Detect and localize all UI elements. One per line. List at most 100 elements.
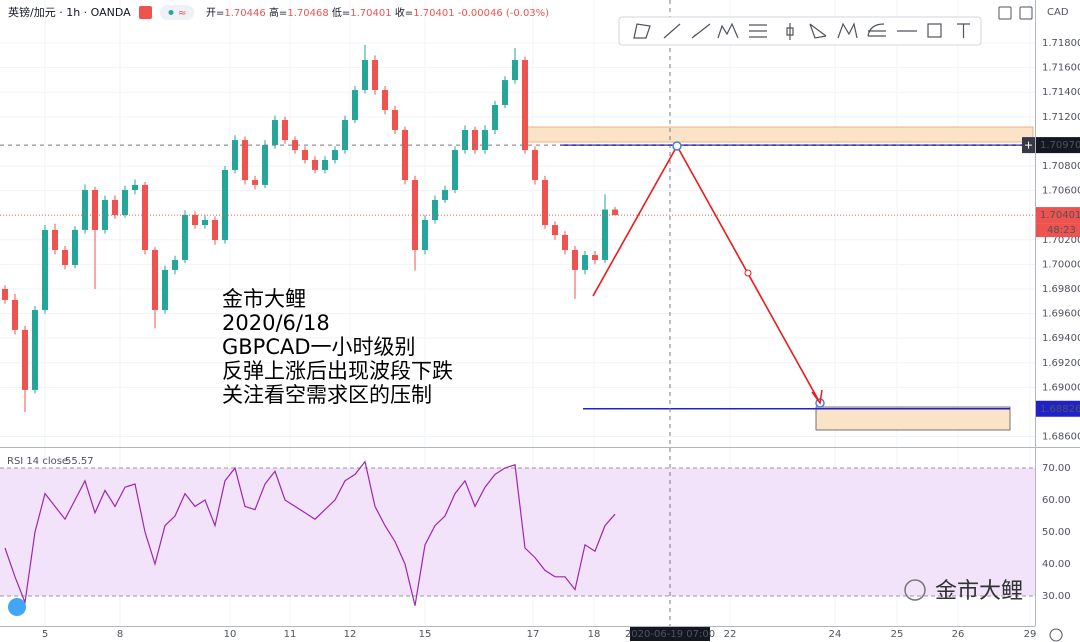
y-tick-label: 1.69800 [1042, 284, 1080, 295]
candle-body [592, 255, 598, 260]
last-price-label: 1.70401 [1040, 210, 1080, 221]
rsi-tick-label: 40.00 [1042, 559, 1071, 570]
candle-body [222, 169, 228, 241]
tool-icon[interactable] [717, 22, 739, 39]
candle-body [232, 140, 238, 170]
countdown: 48:23 [1047, 225, 1076, 236]
tool-icon[interactable] [633, 23, 651, 39]
candle-body [572, 250, 578, 270]
window-button[interactable] [1019, 6, 1033, 20]
candle-body [212, 219, 218, 241]
candle-body [262, 144, 268, 185]
tool-icon[interactable] [837, 22, 858, 39]
candle-body [282, 120, 288, 141]
candle-body [462, 129, 468, 151]
supply-zone [526, 126, 1034, 143]
annotation-line: 2020/6/18 [222, 311, 330, 335]
candle-body [22, 329, 28, 390]
candle-body [422, 219, 428, 251]
x-tick-label: 8 [117, 629, 123, 640]
candle-body [492, 105, 498, 130]
tool-icon[interactable] [786, 23, 794, 40]
candle-body [42, 229, 48, 311]
price-level-label: 1.70970 [1040, 140, 1080, 151]
candle-body [152, 250, 158, 311]
candle-body [252, 180, 258, 185]
x-tick-label: 22 [724, 629, 737, 640]
candle-body [482, 129, 488, 151]
status-icon: ≈ [178, 8, 186, 19]
flag-icon [139, 6, 152, 19]
window-button[interactable] [998, 6, 1012, 20]
candle-body [62, 250, 68, 266]
x-tick-label: 25 [891, 629, 904, 640]
candle-body [342, 120, 348, 151]
x-tick-label: 29 [1024, 629, 1037, 640]
settings-icon[interactable] [1049, 628, 1063, 642]
candle-body [602, 209, 608, 260]
open: 1.70446 [224, 8, 265, 19]
plus-icon [1025, 141, 1032, 149]
tool-icon[interactable] [809, 23, 827, 39]
candle-body [542, 180, 548, 226]
candle-body [272, 120, 278, 145]
tool-icon[interactable] [663, 23, 681, 39]
candle-body [512, 60, 518, 81]
rsi-value: 55.57 [65, 456, 94, 467]
candle-body [292, 140, 298, 151]
watermark: 金市大鲤 [904, 579, 1023, 604]
annotation-line: 关注看空需求区的压制 [222, 383, 432, 407]
x-tick-label: 11 [284, 629, 297, 640]
annotation-line: 金市大鲤 [222, 287, 306, 311]
x-tick-label: 26 [952, 629, 965, 640]
y-tick-label: 1.69400 [1042, 333, 1080, 344]
symbol: 英镑/加元 · 1h · OANDA [8, 5, 131, 19]
candle-body [162, 269, 168, 311]
x-tick-label: 18 [588, 629, 601, 640]
candle-body [82, 189, 88, 230]
rsi-line [4, 460, 616, 606]
candle-body [202, 219, 208, 226]
x-tick-label: 15 [419, 629, 432, 640]
candle-body [12, 299, 18, 330]
last-price-box [1036, 207, 1080, 224]
candle-body [182, 214, 188, 260]
y-tick-label: 1.71800 [1042, 38, 1080, 49]
candle-body [532, 150, 538, 181]
candle-body [382, 90, 388, 111]
annotation-line: GBPCAD一小时级别 [222, 335, 416, 359]
candle-body [552, 225, 558, 235]
candle-body [612, 209, 618, 216]
tool-icon[interactable] [749, 24, 767, 38]
price-level-box [1036, 400, 1080, 417]
candle-body [442, 189, 448, 200]
low-label: 低= [332, 6, 350, 19]
rsi-tick-label: 70.00 [1042, 463, 1071, 474]
currency: CAD [1047, 7, 1069, 18]
candle-body [352, 90, 358, 121]
tool-icon[interactable] [927, 23, 942, 38]
watermark-icon [904, 579, 926, 601]
high-label: 高= [269, 6, 287, 19]
rsi-tick-label: 60.00 [1042, 495, 1071, 506]
change: -0.00046 (-0.03%) [458, 8, 549, 19]
tool-icon[interactable] [691, 23, 711, 39]
y-tick-label: 1.70800 [1042, 161, 1080, 172]
candle-body [322, 159, 328, 170]
drawing-toolbar [618, 16, 982, 46]
price-level-label: 1.68826 [1040, 404, 1080, 415]
y-tick-label: 1.69000 [1042, 382, 1080, 393]
candle-body [332, 150, 338, 160]
close-label: 收= [395, 6, 413, 19]
candle-body [172, 259, 178, 270]
tool-icon[interactable] [867, 23, 886, 37]
candle-body [392, 110, 398, 130]
y-tick-label: 1.69600 [1042, 309, 1080, 320]
candle-body [472, 129, 478, 151]
candle-body [372, 60, 378, 91]
toolbar-bg [618, 16, 982, 46]
annotation-line: 反弹上涨后出现波段下跌 [222, 359, 453, 383]
status-pill [160, 5, 194, 20]
rsi-tick-label: 30.00 [1042, 591, 1071, 602]
tool-icon[interactable] [957, 23, 970, 38]
